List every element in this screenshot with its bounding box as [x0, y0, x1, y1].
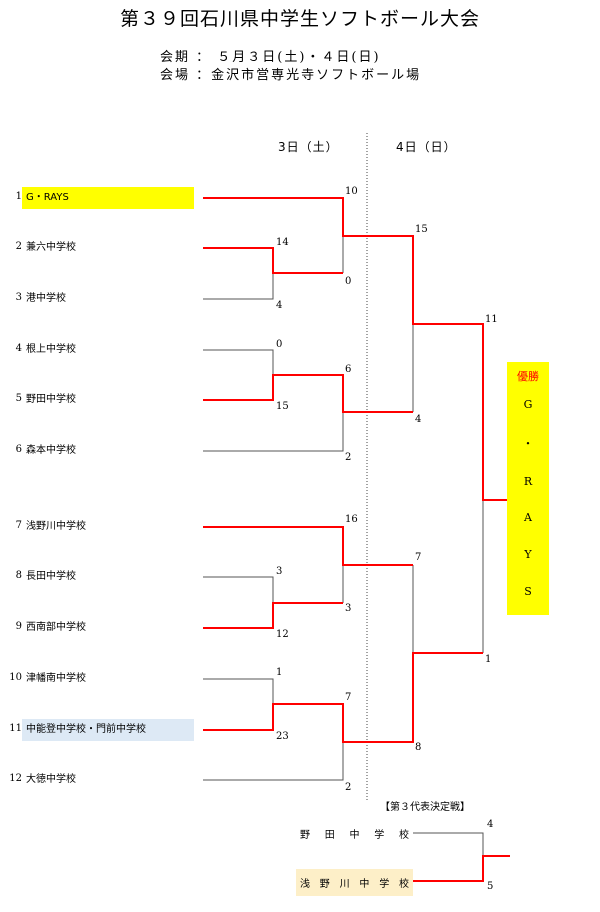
match-score: 4 [276, 300, 283, 311]
team-name: 森本中学校 [26, 445, 76, 456]
day-label-1: 3日（土） [278, 140, 339, 154]
team-name: 大徳中学校 [26, 774, 76, 785]
match-score: 0 [345, 276, 352, 287]
match-score: 16 [345, 514, 358, 525]
bracket-line [203, 349, 274, 375]
third-place-team-2: 浅野川中学校 [296, 869, 413, 896]
match-score: 4 [415, 414, 422, 425]
team-seed-number: 6 [15, 444, 22, 455]
match-score: 2 [345, 782, 352, 793]
bracket-line [203, 678, 274, 704]
team-name: 野田中学校 [26, 394, 76, 405]
winner-path [413, 855, 510, 882]
event-venue: 会場 ：金沢市営専光寺ソフトボール場 [160, 68, 422, 83]
match-score: 8 [415, 742, 422, 753]
final-score: 11 [485, 314, 498, 325]
match-score: 3 [276, 566, 283, 577]
team-seed-number: 5 [15, 393, 22, 404]
team-name: 中能登中学校・門前中学校 [22, 719, 194, 741]
team-seed-number: 3 [15, 292, 22, 303]
team-seed-number: 8 [15, 570, 22, 581]
team-seed-number: 2 [15, 241, 22, 252]
team-seed-number: 7 [15, 520, 22, 531]
bracket-line [203, 576, 274, 603]
team-name: 浅野川中学校 [26, 521, 86, 532]
team-name: G・RAYS [22, 187, 194, 209]
bracket-line [203, 273, 274, 300]
team-seed-number: 10 [9, 672, 22, 683]
third-place-score-2: 5 [487, 881, 494, 892]
bracket-line [413, 832, 484, 856]
winner-path [203, 197, 507, 501]
match-score: 0 [276, 339, 283, 350]
team-seed-number: 9 [15, 621, 22, 632]
page-title: 第３９回石川県中学生ソフトボール大会 [119, 8, 480, 30]
match-score: 1 [276, 667, 283, 678]
team-seed-number: 4 [15, 343, 22, 354]
winner-path [203, 247, 343, 274]
match-score: 23 [276, 731, 289, 742]
winner-path [203, 602, 343, 629]
match-score: 6 [345, 364, 352, 375]
third-place-score-1: 4 [487, 819, 494, 830]
champion-label: 優勝 [517, 370, 539, 383]
event-period: 会期 ： ５月３日(土)・４日(日) [160, 50, 381, 65]
champion-box: 優勝 G ・ R A Y S [507, 362, 549, 615]
champion-name: G ・ R A Y S [522, 398, 534, 598]
team-name: 港中学校 [26, 293, 66, 304]
match-score: 7 [345, 692, 352, 703]
bracket-line [203, 742, 344, 781]
team-name: 津幡南中学校 [26, 673, 86, 684]
match-score: 7 [415, 552, 422, 563]
bracket-line [203, 412, 344, 452]
team-name: 西南部中学校 [26, 622, 86, 633]
team-name: 兼六中学校 [26, 242, 76, 253]
third-place-title: 【第３代表決定戦】 [380, 802, 470, 813]
team-seed-number: 11 [9, 723, 22, 734]
match-score: 2 [345, 452, 352, 463]
team-seed-number: 1 [15, 191, 22, 202]
match-score: 15 [415, 224, 428, 235]
match-score: 15 [276, 401, 289, 412]
winner-path [203, 652, 483, 743]
match-score: 12 [276, 629, 289, 640]
match-score: 3 [345, 603, 352, 614]
team-name: 長田中学校 [26, 571, 76, 582]
final-score: 1 [485, 654, 492, 665]
third-place-team-1: 野田中学校 [300, 829, 409, 841]
day-label-2: 4日（日） [396, 140, 457, 154]
winner-path [203, 526, 413, 566]
match-score: 14 [276, 237, 289, 248]
match-score: 10 [345, 186, 358, 197]
winner-path [203, 374, 413, 413]
team-name: 根上中学校 [26, 344, 76, 355]
team-seed-number: 12 [9, 773, 22, 784]
